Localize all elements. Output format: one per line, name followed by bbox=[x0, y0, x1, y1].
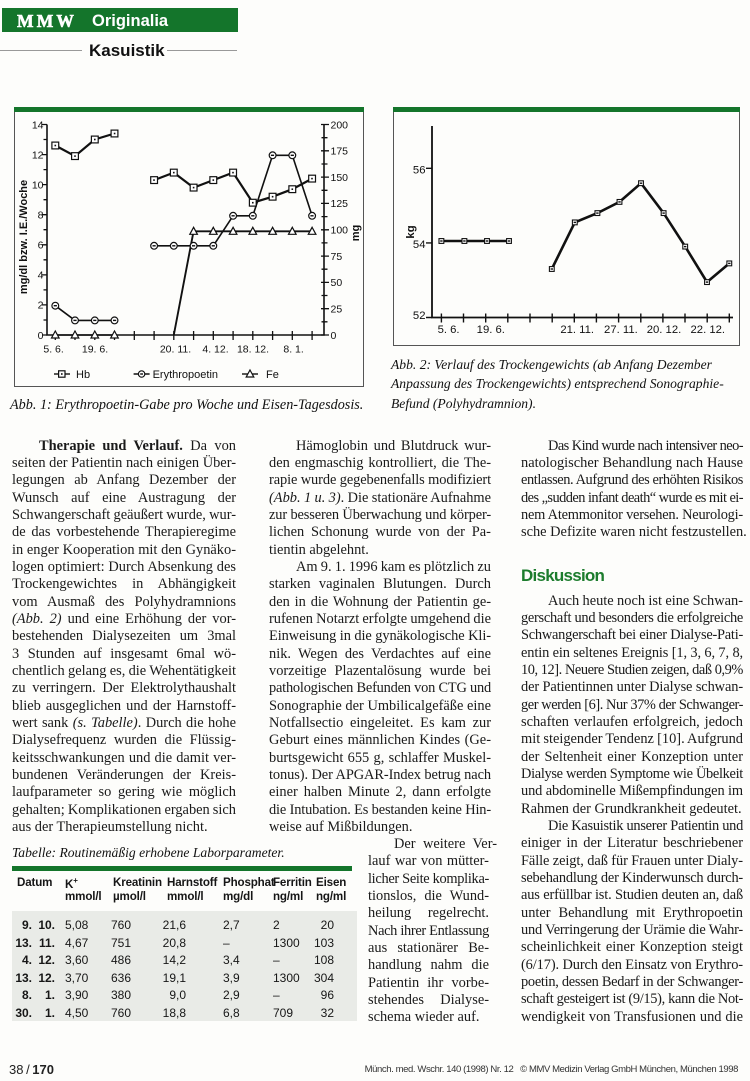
svg-text:mg/dl bzw. I.E./Woche: mg/dl bzw. I.E./Woche bbox=[18, 180, 30, 294]
svg-text:8. 1.: 8. 1. bbox=[283, 344, 303, 356]
svg-text:4. 12.: 4. 12. bbox=[202, 344, 228, 356]
svg-text:125: 125 bbox=[331, 198, 349, 210]
svg-text:0: 0 bbox=[331, 330, 337, 342]
svg-text:22. 12.: 22. 12. bbox=[691, 324, 726, 336]
svg-text:100: 100 bbox=[331, 225, 349, 237]
svg-text:5. 6.: 5. 6. bbox=[438, 324, 460, 336]
svg-text:14: 14 bbox=[32, 119, 44, 131]
svg-text:200: 200 bbox=[331, 119, 349, 131]
svg-text:19. 6.: 19. 6. bbox=[477, 324, 505, 336]
svg-text:75: 75 bbox=[331, 251, 343, 263]
svg-text:20. 12.: 20. 12. bbox=[647, 324, 682, 336]
svg-text:mg: mg bbox=[350, 225, 362, 242]
svg-text:6: 6 bbox=[38, 240, 44, 252]
svg-text:27. 11.: 27. 11. bbox=[604, 324, 638, 336]
svg-text:20. 11.: 20. 11. bbox=[160, 344, 191, 356]
svg-text:4: 4 bbox=[38, 270, 44, 282]
svg-text:12: 12 bbox=[32, 149, 44, 161]
svg-text:19. 6.: 19. 6. bbox=[82, 344, 108, 356]
svg-text:10: 10 bbox=[32, 179, 44, 191]
svg-text:50: 50 bbox=[331, 277, 343, 289]
svg-text:150: 150 bbox=[331, 172, 349, 184]
svg-text:5. 6.: 5. 6. bbox=[43, 344, 63, 356]
svg-text:18. 12.: 18. 12. bbox=[237, 344, 269, 356]
svg-text:Erythropoetin: Erythropoetin bbox=[153, 369, 218, 381]
svg-text:52: 52 bbox=[413, 310, 426, 322]
svg-text:56: 56 bbox=[413, 165, 426, 177]
svg-text:0: 0 bbox=[38, 330, 44, 342]
svg-text:8: 8 bbox=[38, 210, 44, 222]
svg-text:2: 2 bbox=[38, 300, 44, 312]
svg-text:21. 11.: 21. 11. bbox=[560, 324, 594, 336]
svg-text:54: 54 bbox=[413, 239, 426, 251]
svg-text:175: 175 bbox=[331, 146, 349, 158]
svg-text:25: 25 bbox=[331, 304, 343, 316]
svg-text:kg: kg bbox=[405, 225, 417, 238]
svg-text:Hb: Hb bbox=[76, 369, 90, 381]
svg-text:Fe: Fe bbox=[266, 369, 279, 381]
